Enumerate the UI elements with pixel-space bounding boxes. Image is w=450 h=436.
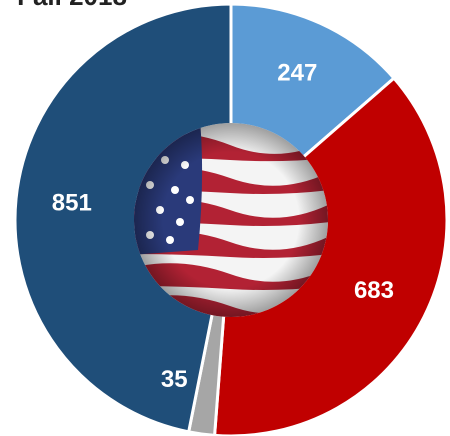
slice-label: 247: [277, 60, 317, 87]
slice: [213, 76, 449, 436]
slice: [13, 2, 233, 434]
slice-label: 851: [52, 190, 92, 217]
slice-label: 35: [161, 366, 188, 393]
slice-label: 683: [354, 277, 394, 304]
chart-title: Fall 2018: [17, 0, 127, 11]
flag: [134, 123, 328, 317]
